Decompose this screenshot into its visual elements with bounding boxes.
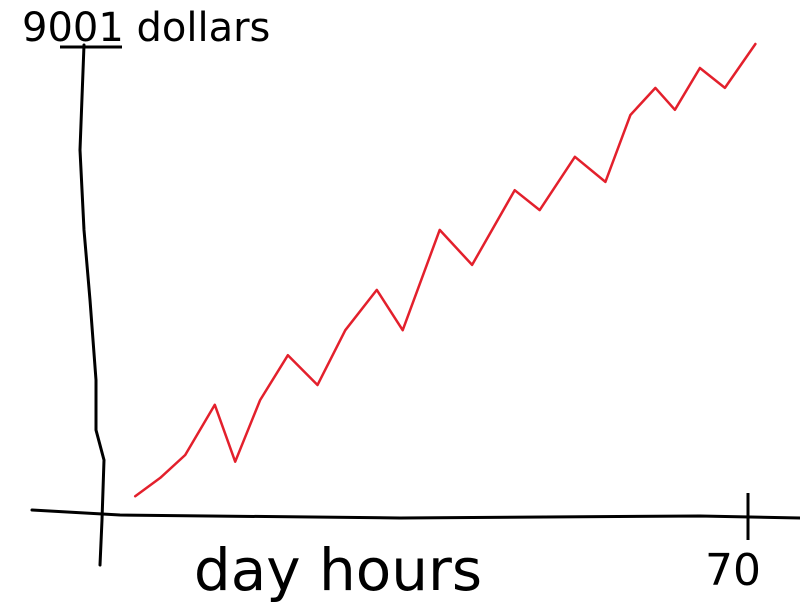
y-tick-label: 9001 dollars <box>22 5 270 51</box>
x-tick-label: 70 <box>705 545 761 596</box>
line <box>133 42 757 498</box>
x-axis <box>30 508 800 520</box>
x-axis-label: day hours <box>194 536 482 602</box>
y-axis <box>78 43 106 567</box>
